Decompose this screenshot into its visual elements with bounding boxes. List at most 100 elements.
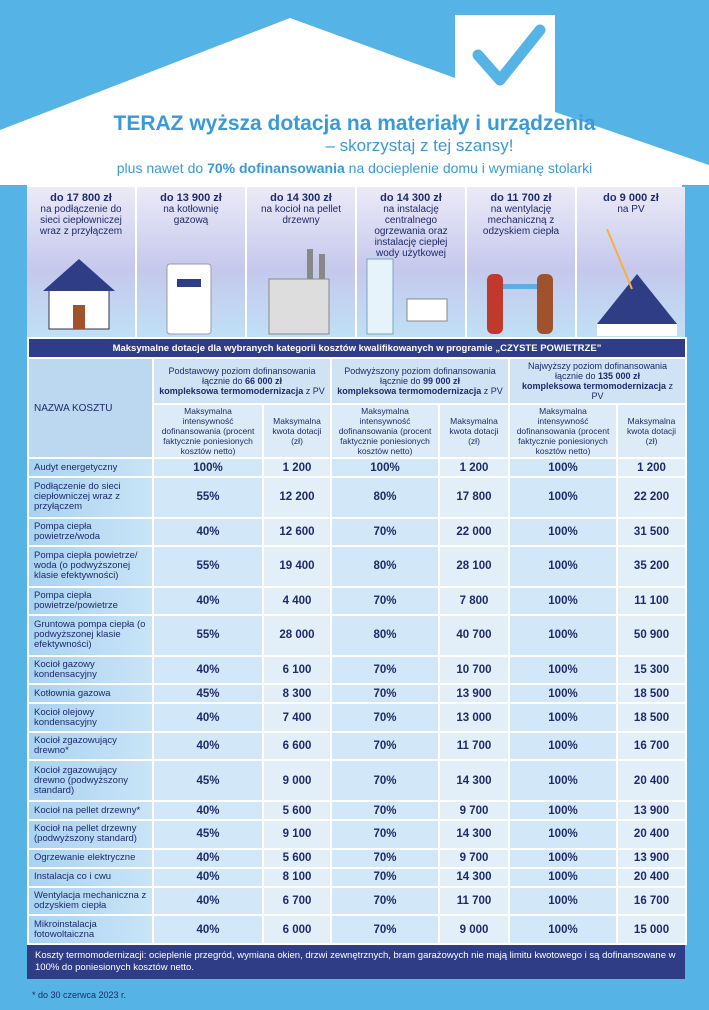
cell: 13 900	[615, 799, 688, 822]
cell: 16 700	[615, 885, 688, 917]
cell: 80%	[330, 476, 440, 519]
cell: 28 100	[438, 545, 510, 588]
cell: 100%	[508, 683, 618, 705]
cell: 40 700	[438, 614, 510, 657]
cell: 5 600	[262, 847, 332, 869]
tagline: plus nawet do 70% dofinansowania na doci…	[0, 160, 709, 176]
cell: 100%	[330, 456, 440, 479]
cell: 45%	[152, 819, 264, 850]
sub-percent: Maksymalna intensywność dofinansowania (…	[330, 403, 440, 459]
card-amount: do 13 900 zł	[160, 192, 222, 204]
subtitle: – skorzystaj z tej szansy!	[325, 136, 514, 155]
tier-amount: 99 000 zł	[423, 376, 461, 386]
card-illustration	[487, 274, 553, 334]
cell: 70%	[330, 730, 440, 762]
row: Kotłownia gazowa 45% 8 300 70% 13 900 100% 18 …	[27, 683, 688, 705]
card: do 13 900 zł na kotłownię gazową	[137, 187, 245, 337]
cell: 70%	[330, 819, 440, 850]
cell: 28 000	[262, 614, 332, 657]
row: Kocioł zgazowujący drewno (podwyższony s…	[27, 759, 688, 802]
cell: 70%	[330, 585, 440, 617]
tier-pre: łącznie do	[379, 376, 421, 386]
row: Pompa ciepła powietrze/woda 40% 12 600 70% 2…	[27, 516, 688, 548]
tier-scope: kompleksowa termomodernizacja	[337, 386, 482, 396]
cell: 40%	[152, 654, 264, 686]
cell: 9 000	[262, 759, 332, 802]
cell: 10 700	[438, 654, 510, 686]
row: Pompa ciepła powietrze/powietrze 40% 4 400…	[27, 585, 688, 617]
tier-line2: łącznie do 135 000 zł	[515, 371, 680, 381]
card-illustration	[166, 263, 212, 335]
tier-line3: kompleksowa termomodernizacja z PV	[159, 386, 325, 396]
cell: 12 600	[262, 516, 332, 548]
cell: 16 700	[615, 730, 688, 762]
cell: 22 200	[615, 476, 688, 519]
tier-suffix: z PV	[483, 386, 503, 396]
cell: 17 800	[438, 476, 510, 519]
row: Kocioł olejowy kondensacyjny 40% 7 400 70% 1…	[27, 702, 688, 733]
cost-name: Kocioł olejowy kondensacyjny	[27, 702, 154, 733]
cell: 12 200	[262, 476, 332, 519]
card-text: na PV	[617, 204, 645, 215]
cell: 8 100	[262, 866, 332, 888]
cell: 35 200	[615, 545, 688, 588]
cell: 7 800	[438, 585, 510, 617]
cell: 40%	[152, 702, 264, 733]
cell: 6 600	[262, 730, 332, 762]
cell: 9 100	[262, 819, 332, 850]
cards: do 17 800 zł na podłączenie do sieci ciep…	[27, 187, 685, 337]
cell: 20 400	[615, 819, 688, 850]
cell: 40%	[152, 799, 264, 822]
cell: 70%	[330, 654, 440, 686]
cell: 13 000	[438, 702, 510, 733]
cost-name: Mikroinstalacja fotowoltaiczna	[27, 914, 154, 945]
cell: 6 100	[262, 654, 332, 686]
cell: 45%	[152, 759, 264, 802]
cell: 40%	[152, 885, 264, 917]
tier-header: Podwyższony poziom dofinansowania łącznie…	[330, 357, 510, 405]
cell: 11 100	[615, 585, 688, 617]
cell: 40%	[152, 516, 264, 548]
cell: 18 500	[615, 702, 688, 733]
cell: 55%	[152, 476, 264, 519]
cell: 70%	[330, 914, 440, 945]
tier-pre: łącznie do	[554, 371, 596, 381]
cell: 70%	[330, 885, 440, 917]
cell: 100%	[508, 799, 618, 822]
card-amount: do 9 000 zł	[603, 192, 659, 204]
subsidy-table: Maksymalne dotacje dla wybranych kategor…	[26, 337, 688, 945]
cell: 6 700	[262, 885, 332, 917]
cell: 100%	[508, 516, 618, 548]
card-text: na wentylację mechaniczną z odzyskiem ci…	[482, 204, 560, 237]
cell: 13 900	[615, 847, 688, 869]
row: Ogrzewanie elektryczne 40% 5 600 70% 9 700 10…	[27, 847, 688, 869]
sub-amount: Maksymalna kwota dotacji (zł)	[262, 403, 332, 459]
row: Kocioł na pellet drzewny* 40% 5 600 70% 9 70…	[27, 799, 688, 822]
card-illustration	[597, 229, 677, 336]
cell: 20 400	[615, 866, 688, 888]
cell: 100%	[508, 847, 618, 869]
tier-line1: Podwyższony poziom dofinansowania	[344, 366, 496, 376]
tier-amount: 66 000 zł	[245, 376, 283, 386]
cell: 55%	[152, 614, 264, 657]
cell: 22 000	[438, 516, 510, 548]
tier-suffix: z PV	[305, 386, 325, 396]
tier-header: Podstawowy poziom dofinansowania łącznie …	[152, 357, 332, 405]
cell: 100%	[508, 914, 618, 945]
tier-line3: kompleksowa termomodernizacja z PV	[337, 386, 503, 396]
cell: 14 300	[438, 759, 510, 802]
cell: 70%	[330, 516, 440, 548]
cell: 5 600	[262, 799, 332, 822]
cell: 9 000	[438, 914, 510, 945]
cell: 15 300	[615, 654, 688, 686]
tier-pre: łącznie do	[201, 376, 243, 386]
cell: 70%	[330, 759, 440, 802]
sub-row: Maksymalna intensywność dofinansowania (…	[28, 403, 688, 459]
row: Audyt energetyczny 100% 1 200 100% 1 200 100%…	[27, 456, 688, 479]
cell: 100%	[508, 654, 618, 686]
row: Podłączenie do sieci ciepłowniczej wraz …	[27, 476, 688, 519]
cell: 100%	[508, 614, 618, 657]
card: do 14 300 zł na instalację centralnego og…	[357, 187, 465, 337]
row: Instalacja co i cwu 40% 8 100 70% 14 300 100%…	[27, 866, 688, 888]
cell: 1 200	[615, 456, 688, 479]
